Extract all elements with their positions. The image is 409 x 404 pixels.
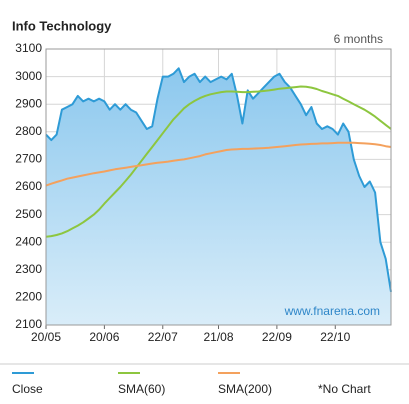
y-tick-label: 2700 [15,152,42,166]
y-tick-label: 2600 [15,179,42,193]
y-tick-label: 2100 [15,317,42,331]
y-tick-label: 2500 [15,207,42,221]
plot-frame [45,48,392,326]
legend-label: SMA(60) [118,382,165,396]
x-tick-label: 21/08 [203,330,233,344]
y-tick-label: 2200 [15,290,42,304]
y-tick-label: 2900 [15,96,42,110]
y-tick-label: 2300 [15,262,42,276]
x-tick-label: 22/07 [148,330,178,344]
series-line [45,141,392,187]
close-area [46,68,391,326]
y-tick-label: 2400 [15,234,42,248]
x-tick-label: 20/05 [31,330,61,344]
series-line [45,67,392,293]
x-tick-label: 22/10 [320,330,350,344]
legend-note: *No Chart [318,382,371,396]
x-tick-label: 20/06 [89,330,119,344]
legend-label: SMA(200) [218,382,272,396]
y-tick-label: 2800 [15,124,42,138]
legend-label: Close [12,382,43,396]
chart-title: Info Technology [12,18,112,33]
x-tick-label: 22/09 [262,330,292,344]
y-tick-label: 3100 [15,41,42,55]
series-line [45,85,392,238]
watermark: www.fnarena.com [284,304,380,318]
y-tick-label: 3000 [15,69,42,83]
period-label: 6 months [334,32,383,46]
